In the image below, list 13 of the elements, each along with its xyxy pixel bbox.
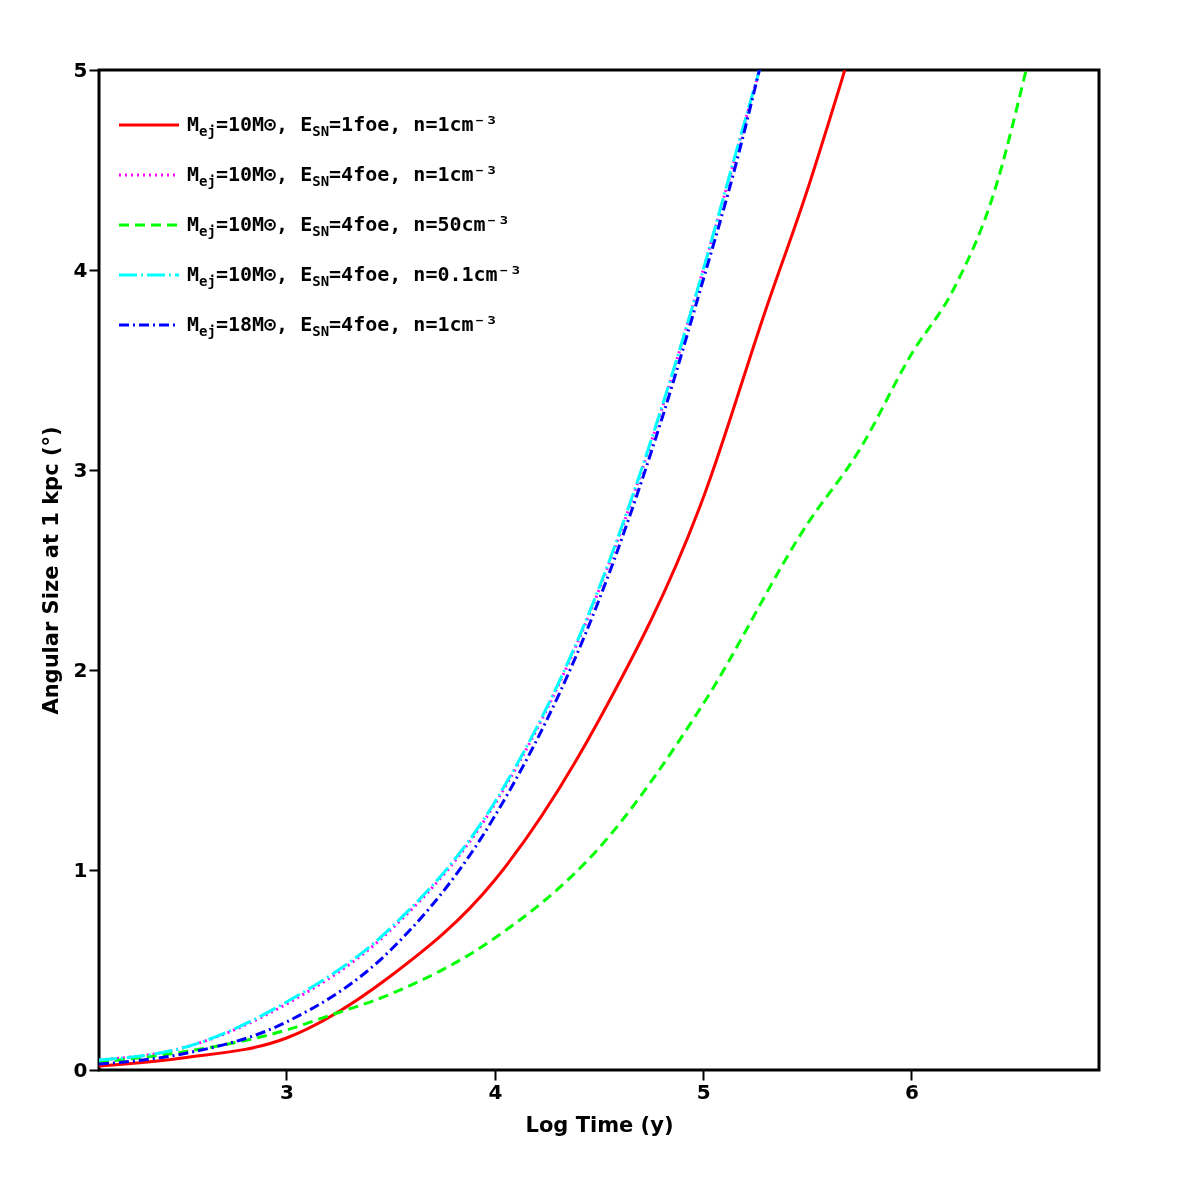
y-tick-label: 5 <box>73 57 88 82</box>
y-tick-label: 2 <box>73 657 88 682</box>
y-tick-label: 3 <box>73 457 88 482</box>
y-tick-label: 4 <box>73 257 88 282</box>
y-axis-title: Angular Size at 1 kpc (°) <box>38 426 63 715</box>
x-tick-label: 4 <box>488 1079 503 1104</box>
line-series <box>99 70 1028 1064</box>
x-tick-label: 5 <box>696 1079 711 1104</box>
x-tick-label: 3 <box>280 1079 294 1104</box>
y-tick-label: 1 <box>73 857 88 882</box>
x-axis-title: Log Time (y) <box>525 1112 674 1137</box>
y-tick-label: 0 <box>73 1057 88 1082</box>
x-tick-label: 6 <box>905 1079 919 1104</box>
